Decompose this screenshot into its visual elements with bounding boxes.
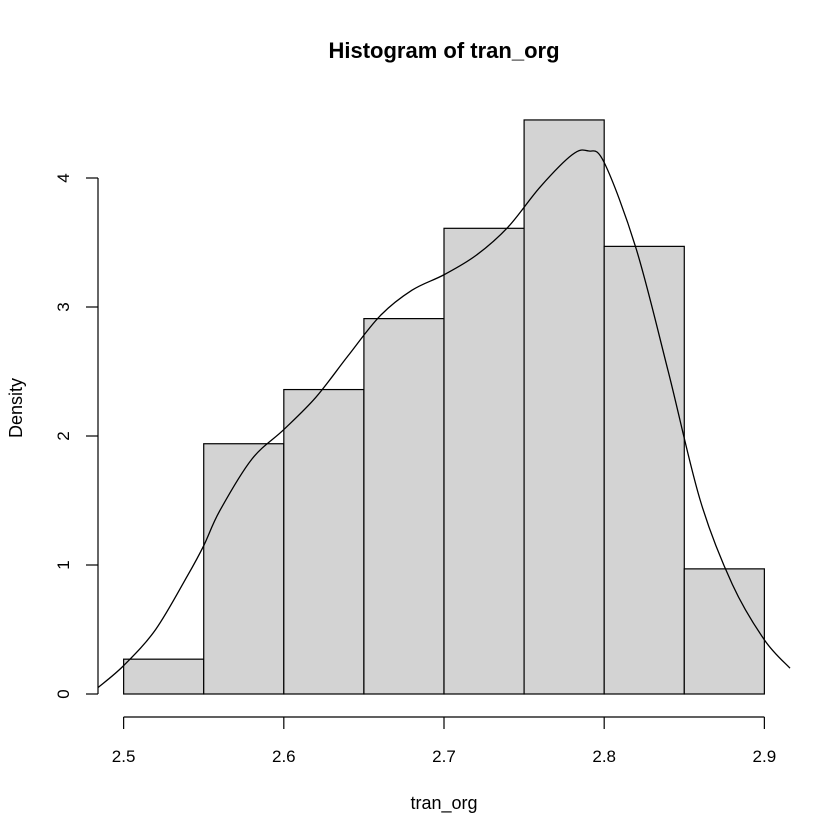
histogram-bar-6 — [523, 119, 605, 695]
y-tick-label-1: 1 — [54, 560, 73, 569]
bars-group — [123, 119, 765, 695]
histogram-bar-4 — [363, 318, 445, 695]
histogram-bar-8 — [683, 568, 765, 695]
density-curve — [97, 149, 791, 689]
y-tick-label-2: 2 — [54, 431, 73, 440]
y-axis-label: Density — [6, 378, 26, 438]
x-tick-label-3: 2.8 — [592, 747, 616, 766]
histogram-bar-5 — [443, 227, 525, 695]
y-tick-label-3: 3 — [54, 302, 73, 311]
x-axis: 2.5 2.6 2.7 2.8 2.9 — [112, 716, 777, 766]
chart-title: Histogram of tran_org — [328, 38, 559, 63]
histogram-bar-2 — [203, 443, 285, 695]
x-axis-label: tran_org — [410, 793, 477, 814]
x-tick-label-4: 2.9 — [753, 747, 777, 766]
y-axis: 0 1 2 3 4 — [54, 173, 99, 699]
histogram-bar-1 — [123, 658, 205, 695]
x-tick-label-1: 2.6 — [272, 747, 296, 766]
x-tick-label-2: 2.7 — [432, 747, 456, 766]
histogram-bar-3 — [283, 388, 365, 695]
y-tick-label-0: 0 — [54, 689, 73, 698]
y-tick-label-4: 4 — [54, 173, 73, 182]
x-tick-label-0: 2.5 — [112, 747, 136, 766]
histogram-bar-7 — [603, 245, 685, 695]
